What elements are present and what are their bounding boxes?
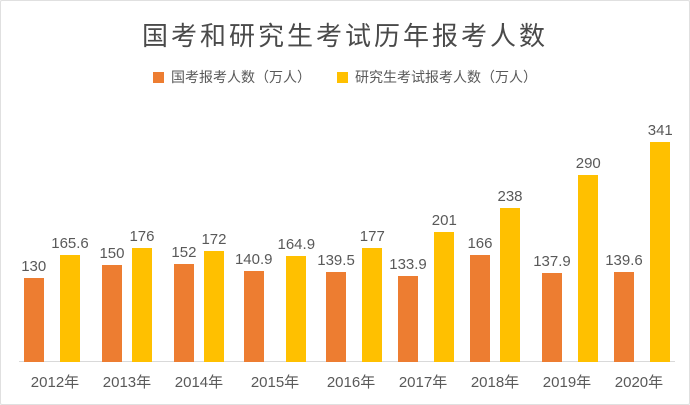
bar-value-label: 133.9 [389,256,427,273]
plot-area: 130 165.6 2012年 150 176 2013年 152 172 2014年 140.9… [19,101,675,404]
x-axis-label: 2019年 [542,374,592,391]
bar-column: 177 [360,228,385,362]
bar-guokao [326,272,347,362]
bar-guokao [613,272,634,362]
bar-value-label: 238 [497,188,523,205]
x-axis-label: 2018年 [470,374,520,391]
bar-column: 238 [498,188,523,362]
bar-kaoyan [286,256,307,362]
legend-swatch-orange-icon [153,71,164,83]
bar-value-label: 140.9 [234,251,273,268]
bar-guokao [101,265,122,362]
bar-group: 150 176 2013年 [91,101,163,404]
bar-value-label: 150 [99,245,125,262]
legend-label-guokao: 国考报考人数（万人） [171,69,311,85]
bar-group: 166 238 2018年 [459,101,531,404]
bar-column: 164.9 [277,236,316,362]
x-axis-label: 2017年 [398,374,448,391]
bar-pair: 140.9 164.9 [235,236,315,362]
bar-value-label: 139.6 [605,252,643,269]
bar-groups: 130 165.6 2012年 150 176 2013年 152 172 2014年 140.9… [19,101,675,404]
x-axis-label: 2012年 [30,374,80,391]
bar-value-label: 166 [467,235,493,252]
bar-column: 201 [432,212,457,362]
legend-swatch-yellow-icon [337,71,348,83]
bar-kaoyan [60,255,80,362]
x-axis-label: 2016年 [326,374,376,391]
bar-pair: 150 176 [99,228,155,362]
bar-kaoyan [203,251,224,362]
bar-column: 130 [21,258,46,362]
legend-item-guokao: 国考报考人数（万人） [153,67,311,87]
bar-guokao [173,264,194,362]
bar-kaoyan [650,142,671,362]
x-axis-label: 2014年 [174,374,224,391]
bar-column: 165.6 [51,235,89,362]
bar-pair: 139.5 177 [317,228,385,362]
bar-column: 176 [129,228,155,362]
bar-value-label: 152 [171,244,197,261]
bar-group: 137.9 290 2019年 [531,101,603,404]
x-axis-label: 2013年 [102,374,152,391]
legend-label-kaoyan: 研究生考试报考人数（万人） [355,69,537,85]
bar-value-label: 164.9 [277,236,316,253]
bar-group: 152 172 2014年 [163,101,235,404]
bar-guokao [23,278,44,362]
bar-kaoyan [362,248,383,362]
bar-column: 139.5 [317,252,355,362]
bar-guokao [398,276,418,362]
bar-value-label: 137.9 [533,253,571,270]
x-axis-label: 2015年 [250,374,300,391]
bar-value-label: 172 [201,231,227,248]
bar-column: 290 [576,155,601,362]
bar-column: 166 [467,235,493,362]
chart-title: 国考和研究生考试历年报考人数 [141,21,548,51]
legend: 国考报考人数（万人） 研究生考试报考人数（万人） [1,67,689,87]
bar-guokao [541,273,562,362]
bar-group: 139.5 177 2016年 [315,101,387,404]
legend-item-kaoyan: 研究生考试报考人数（万人） [337,67,537,87]
bar-value-label: 177 [359,228,385,245]
x-axis-label: 2020年 [614,374,664,391]
bar-value-label: 176 [129,228,155,245]
bar-pair: 152 172 [171,231,226,362]
bar-column: 150 [99,245,124,362]
bar-kaoyan [131,248,152,362]
bar-pair: 139.6 341 [605,122,673,362]
bar-guokao [469,255,490,362]
bar-kaoyan [500,208,521,362]
bar-column: 172 [201,231,226,362]
bar-column: 152 [171,244,196,362]
bar-column: 133.9 [389,256,427,362]
bar-column: 137.9 [533,253,571,362]
bar-value-label: 165.6 [51,235,89,252]
bar-column: 140.9 [235,251,273,362]
bar-pair: 166 238 [467,188,523,362]
bar-column: 341 [648,122,673,362]
bar-group: 130 165.6 2012年 [19,101,91,404]
bar-guokao [243,271,264,362]
bar-value-label: 341 [647,122,673,139]
bar-pair: 137.9 290 [533,155,601,362]
bar-group: 140.9 164.9 2015年 [235,101,315,404]
bar-value-label: 290 [575,155,601,172]
bar-group: 133.9 201 2017年 [387,101,459,404]
bar-value-label: 139.5 [317,252,355,269]
bar-kaoyan [434,232,455,362]
bar-pair: 130 165.6 [21,235,89,362]
bar-value-label: 130 [21,258,47,275]
bar-kaoyan [578,175,599,362]
bar-value-label: 201 [431,212,457,229]
bar-group: 139.6 341 2020年 [603,101,675,404]
x-axis-line [19,361,675,362]
bar-column: 139.6 [605,252,643,362]
bar-pair: 133.9 201 [389,212,457,362]
